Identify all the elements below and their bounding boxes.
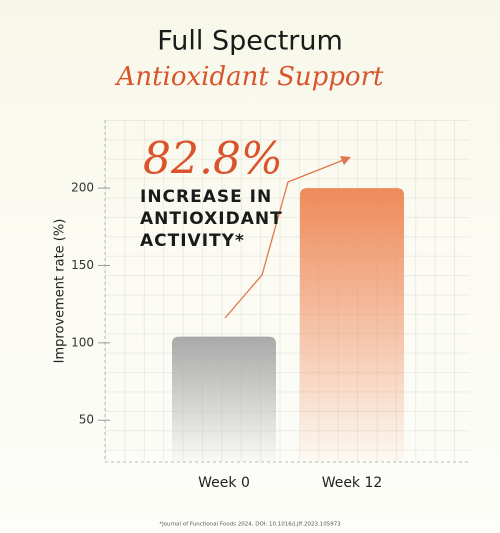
y-tick-label: 100 <box>71 335 94 349</box>
x-tick-label: Week 12 <box>322 475 383 491</box>
y-tick-label: 150 <box>71 258 94 272</box>
y-axis-label: Improvement rate (%) <box>53 219 68 364</box>
annotation-text: ANTIOXIDANT <box>140 209 283 229</box>
background-grid <box>105 120 470 462</box>
arrow-head <box>340 156 351 165</box>
chart-subtitle: Antioxidant Support <box>115 62 384 92</box>
y-tick-label: 200 <box>71 181 94 195</box>
bar <box>172 336 276 462</box>
footnote: *Journal of Functional Foods 2024, DOI: … <box>159 522 341 528</box>
y-tick-label: 50 <box>79 413 94 427</box>
annotation-value: 82.8% <box>143 134 283 185</box>
chart-title: Full Spectrum <box>157 26 343 57</box>
trend-arrow <box>224 158 347 319</box>
x-tick-label: Week 0 <box>198 475 250 491</box>
annotation-text: INCREASE IN <box>140 187 272 207</box>
bar <box>300 188 404 462</box>
annotation-text: ACTIVITY* <box>140 231 245 251</box>
